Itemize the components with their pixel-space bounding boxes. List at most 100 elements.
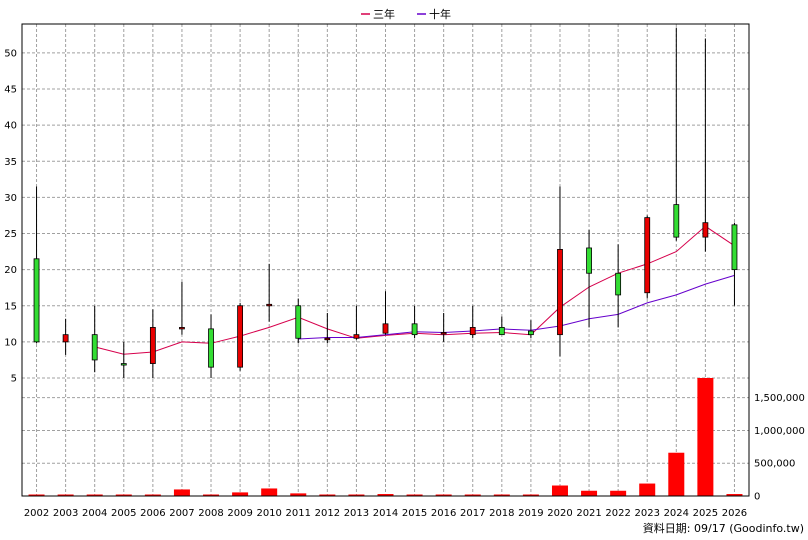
candle-body <box>469 327 476 336</box>
grid <box>22 24 749 496</box>
x-tick-label: 2014 <box>373 508 398 519</box>
volume-bar-2022 <box>610 490 627 496</box>
legend: 三年 十年 <box>361 7 451 21</box>
volume-bar-2016 <box>435 494 452 496</box>
candle-body <box>644 217 651 294</box>
candle-body <box>498 327 505 336</box>
volume-bar-2007 <box>173 489 190 496</box>
candle-2010 <box>266 263 273 322</box>
x-tick-label: 2025 <box>693 508 718 519</box>
x-tick-label: 2004 <box>82 508 107 519</box>
candle-body <box>615 272 622 296</box>
volume-bar-2013 <box>348 494 365 496</box>
candle-body <box>208 328 214 368</box>
candle-2013 <box>353 305 360 340</box>
candle-body <box>353 334 360 339</box>
candle-body <box>62 334 69 343</box>
x-tick-label: 2026 <box>722 508 747 519</box>
candle-2015 <box>411 305 418 339</box>
volume-bar-2005 <box>115 494 132 496</box>
price-tick-label: 50 <box>4 48 17 59</box>
candle-2002 <box>33 186 40 344</box>
candle-2023 <box>644 215 651 299</box>
x-tick-label: 2016 <box>431 508 456 519</box>
candle-2021 <box>586 229 592 328</box>
candle-body <box>324 337 331 341</box>
candlesticks <box>33 27 738 378</box>
legend-item-three-year: 三年 <box>361 7 395 21</box>
volume-bar-2003 <box>57 494 74 496</box>
x-tick-label: 2019 <box>518 508 543 519</box>
candle-2019 <box>528 320 534 339</box>
volume-bar-2021 <box>581 490 598 496</box>
price-tick-label: 30 <box>4 193 17 204</box>
candle-body <box>382 323 389 334</box>
x-tick-label: 2021 <box>576 508 601 519</box>
price-tick-label: 5 <box>11 374 17 385</box>
candle-2020 <box>557 186 563 357</box>
volume-bar-2004 <box>86 494 103 496</box>
volume-bar-2002 <box>28 494 45 496</box>
volume-bar-2014 <box>377 494 394 496</box>
candle-body <box>295 305 302 339</box>
x-tick-label: 2022 <box>605 508 630 519</box>
price-tick-label: 10 <box>4 337 17 348</box>
x-tick-label: 2003 <box>53 508 78 519</box>
plot-frame <box>21 23 750 497</box>
volume-tick-label: 1,500,000 <box>754 393 805 404</box>
candle-2014 <box>382 291 389 335</box>
candle-body <box>702 222 709 238</box>
volume-bar-2020 <box>551 485 568 496</box>
volume-bar-2026 <box>726 494 743 496</box>
volume-bar-2011 <box>290 493 307 496</box>
candle-2018 <box>498 316 505 336</box>
volume-bar-2006 <box>144 494 161 496</box>
volume-bar-2010 <box>261 488 278 496</box>
candle-2024 <box>673 27 680 241</box>
x-tick-label: 2008 <box>198 508 223 519</box>
candle-body <box>237 305 244 368</box>
candle-body <box>411 323 418 336</box>
x-tick-label: 2013 <box>344 508 369 519</box>
x-tick-label: 2015 <box>402 508 427 519</box>
x-tick-label: 2024 <box>664 508 689 519</box>
plot-border <box>21 23 750 497</box>
volume-bar-2024 <box>668 452 685 496</box>
x-tick-label: 2012 <box>315 508 340 519</box>
volume-bar-2008 <box>203 494 220 496</box>
price-tick-label: 20 <box>4 265 17 276</box>
candle-2007 <box>179 281 185 335</box>
candle-body <box>149 327 156 364</box>
volume-tick-label: 1,000,000 <box>754 426 805 437</box>
candle-body <box>120 363 127 366</box>
volume-tick-label: 500,000 <box>754 459 795 470</box>
candle-2004 <box>91 305 98 373</box>
volume-bar-2012 <box>319 494 336 496</box>
source-note: 資料日期: 09/17 (Goodinfo.tw) <box>643 521 804 535</box>
volume-bar-2023 <box>639 483 656 496</box>
x-tick-label: 2007 <box>169 508 194 519</box>
x-tick-label: 2002 <box>24 508 49 519</box>
volume-bar-2018 <box>493 494 510 496</box>
candle-2016 <box>440 312 447 342</box>
x-tick-label: 2005 <box>111 508 136 519</box>
candle-body <box>33 258 40 343</box>
axis-labels: 2002 2003 2004 2005 2006 2007 2008 2009 2010 2011… <box>4 48 805 519</box>
candle-2026 <box>731 222 738 306</box>
price-tick-label: 40 <box>4 121 17 132</box>
x-tick-label: 2006 <box>140 508 165 519</box>
series-line-ten-year <box>298 274 735 340</box>
volume-bar-2025 <box>697 378 714 496</box>
candle-body <box>673 204 680 238</box>
candle-2012 <box>324 312 331 344</box>
x-tick-label: 2009 <box>227 508 252 519</box>
candle-body <box>557 249 563 336</box>
candle-2022 <box>615 244 622 328</box>
volume-bars <box>28 378 743 496</box>
candle-2009 <box>237 302 244 371</box>
price-tick-label: 35 <box>4 157 17 168</box>
price-tick-label: 25 <box>4 229 17 240</box>
candle-body <box>528 330 534 336</box>
x-tick-label: 2010 <box>256 508 281 519</box>
candle-body <box>179 327 185 330</box>
